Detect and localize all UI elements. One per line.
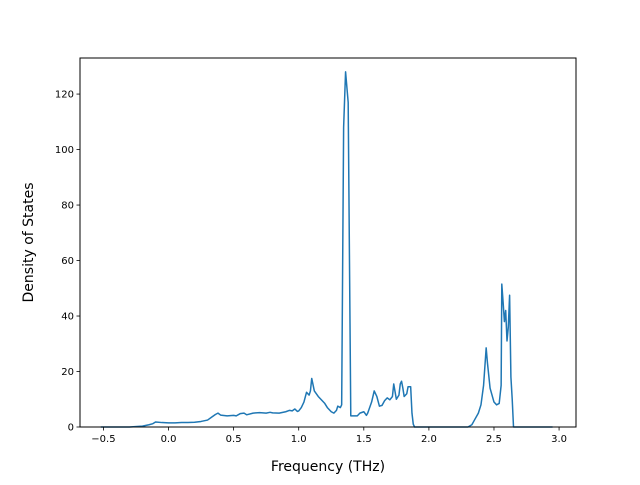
x-tick-label: 0.5 bbox=[226, 434, 242, 445]
x-axis-label: Frequency (THz) bbox=[271, 459, 385, 475]
x-tick-label: 0.0 bbox=[161, 434, 177, 445]
y-tick-label: 40 bbox=[61, 312, 74, 323]
dos-series-line-0 bbox=[100, 71, 553, 428]
x-axis-ticks: −0.5 0.0 0.5 1.0 1.5 2.0 2.5 3.0 bbox=[91, 427, 567, 445]
x-tick-label: 1.0 bbox=[291, 434, 307, 445]
axes-frame bbox=[79, 57, 577, 428]
x-tick-label: 1.5 bbox=[356, 434, 372, 445]
x-tick-label: 3.0 bbox=[551, 434, 567, 445]
y-tick-label: 100 bbox=[55, 145, 74, 156]
y-tick-label: 0 bbox=[68, 423, 74, 434]
x-tick-label: 2.0 bbox=[421, 434, 437, 445]
y-tick-label: 20 bbox=[61, 367, 74, 378]
plot-area bbox=[100, 71, 553, 428]
y-axis-label: Density of States bbox=[21, 183, 37, 303]
y-tick-label: 80 bbox=[61, 201, 74, 212]
x-tick-label: −0.5 bbox=[91, 434, 115, 445]
y-tick-label: 120 bbox=[55, 90, 74, 101]
y-axis-ticks: 0 20 40 60 80 100 120 bbox=[55, 90, 80, 434]
x-tick-label: 2.5 bbox=[486, 434, 502, 445]
y-tick-label: 60 bbox=[61, 256, 74, 267]
